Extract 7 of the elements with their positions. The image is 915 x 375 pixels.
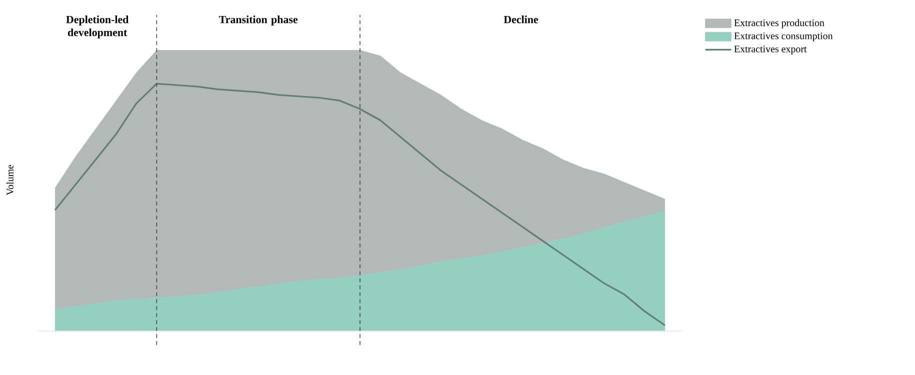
legend-label: Extractives production [734, 19, 824, 28]
text: Transition phase [219, 16, 298, 26]
text: Decline [504, 16, 538, 24]
legend-label: Extractives consumption [734, 32, 833, 42]
y-axis-title: Volume [6, 164, 14, 196]
legend-label: Extractives export [734, 46, 807, 54]
text: Depletion-led development [66, 16, 129, 38]
